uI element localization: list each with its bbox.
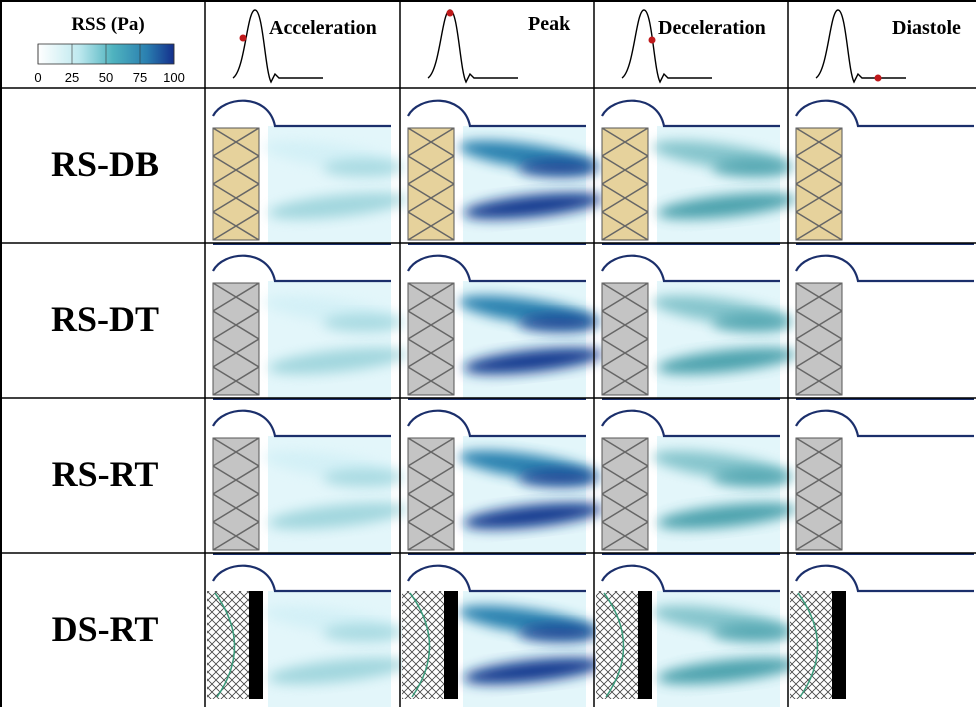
simulation-cell (796, 101, 974, 244)
stent-frame (213, 128, 259, 240)
skirt (249, 591, 263, 699)
column-header: Diastole (892, 17, 961, 39)
aorta-wall (213, 101, 391, 126)
jet (518, 469, 598, 487)
aorta-wall (213, 256, 391, 281)
simulation-cell (602, 256, 798, 399)
jet (323, 314, 403, 332)
legend-title: RSS (Pa) (71, 14, 144, 35)
simulation-cell (402, 566, 604, 707)
figure: RSS (Pa) 0 25 50 75 100 Acceleration Peak Decel… (0, 0, 976, 707)
column-header: Peak (528, 13, 571, 35)
stent-frame (796, 283, 842, 395)
jet (518, 314, 598, 332)
stent-frame (408, 283, 454, 395)
aorta-wall (602, 411, 780, 436)
jet (518, 624, 598, 642)
stent-frame (408, 128, 454, 240)
colorbar-tick-label: 100 (163, 70, 185, 85)
aorta-wall (408, 566, 586, 591)
jet (323, 624, 403, 642)
column-header: Acceleration (269, 17, 377, 39)
simulation-cell (408, 256, 604, 399)
simulation-cell (213, 101, 409, 244)
aorta-wall (213, 566, 391, 591)
skirt (832, 591, 846, 699)
column-header: Deceleration (658, 17, 766, 39)
waveform (428, 10, 518, 82)
aorta-wall (408, 411, 586, 436)
stent-frame (596, 591, 638, 699)
simulation-cell (408, 411, 604, 554)
simulation-cell (602, 411, 798, 554)
colorbar-tick-label: 50 (99, 70, 113, 85)
row-label: RS-DB (51, 144, 159, 184)
stent-frame (602, 438, 648, 550)
skirt (444, 591, 458, 699)
simulation-cell (408, 101, 604, 244)
simulation-cell (790, 566, 974, 707)
simulation-cell (796, 411, 974, 554)
aorta-wall (796, 101, 974, 126)
jet (712, 469, 792, 487)
stent-frame (796, 128, 842, 240)
jet (518, 159, 598, 177)
jet (712, 159, 792, 177)
colorbar-tick-label: 75 (133, 70, 147, 85)
aorta-wall (213, 411, 391, 436)
jet (323, 469, 403, 487)
aorta-wall (602, 256, 780, 281)
aorta-wall (796, 256, 974, 281)
simulation-cell (213, 256, 409, 399)
row-label: RS-RT (52, 454, 159, 494)
simulation-cell (207, 566, 409, 707)
phase-marker (240, 35, 247, 42)
skirt (638, 591, 652, 699)
phase-marker (649, 37, 656, 44)
simulation-cell (596, 566, 798, 707)
jet (712, 314, 792, 332)
stent-frame (402, 591, 444, 699)
aorta-wall (796, 566, 974, 591)
jet (712, 624, 792, 642)
simulation-cell (796, 256, 974, 399)
stent-frame (213, 283, 259, 395)
simulation-cell (602, 101, 798, 244)
stent-frame (213, 438, 259, 550)
stent-frame (790, 591, 832, 699)
aorta-wall (602, 101, 780, 126)
phase-marker (875, 75, 882, 82)
aorta-wall (602, 566, 780, 591)
aorta-wall (796, 411, 974, 436)
colorbar-tick-label: 25 (65, 70, 79, 85)
jet (323, 159, 403, 177)
stent-frame (602, 283, 648, 395)
stent-frame (602, 128, 648, 240)
aorta-wall (408, 101, 586, 126)
stent-frame (207, 591, 249, 699)
phase-marker (447, 10, 454, 17)
row-label: RS-DT (51, 299, 159, 339)
stent-frame (408, 438, 454, 550)
colorbar-tick-label: 0 (34, 70, 41, 85)
stent-frame (796, 438, 842, 550)
row-label: DS-RT (52, 609, 159, 649)
simulation-cell (213, 411, 409, 554)
aorta-wall (408, 256, 586, 281)
